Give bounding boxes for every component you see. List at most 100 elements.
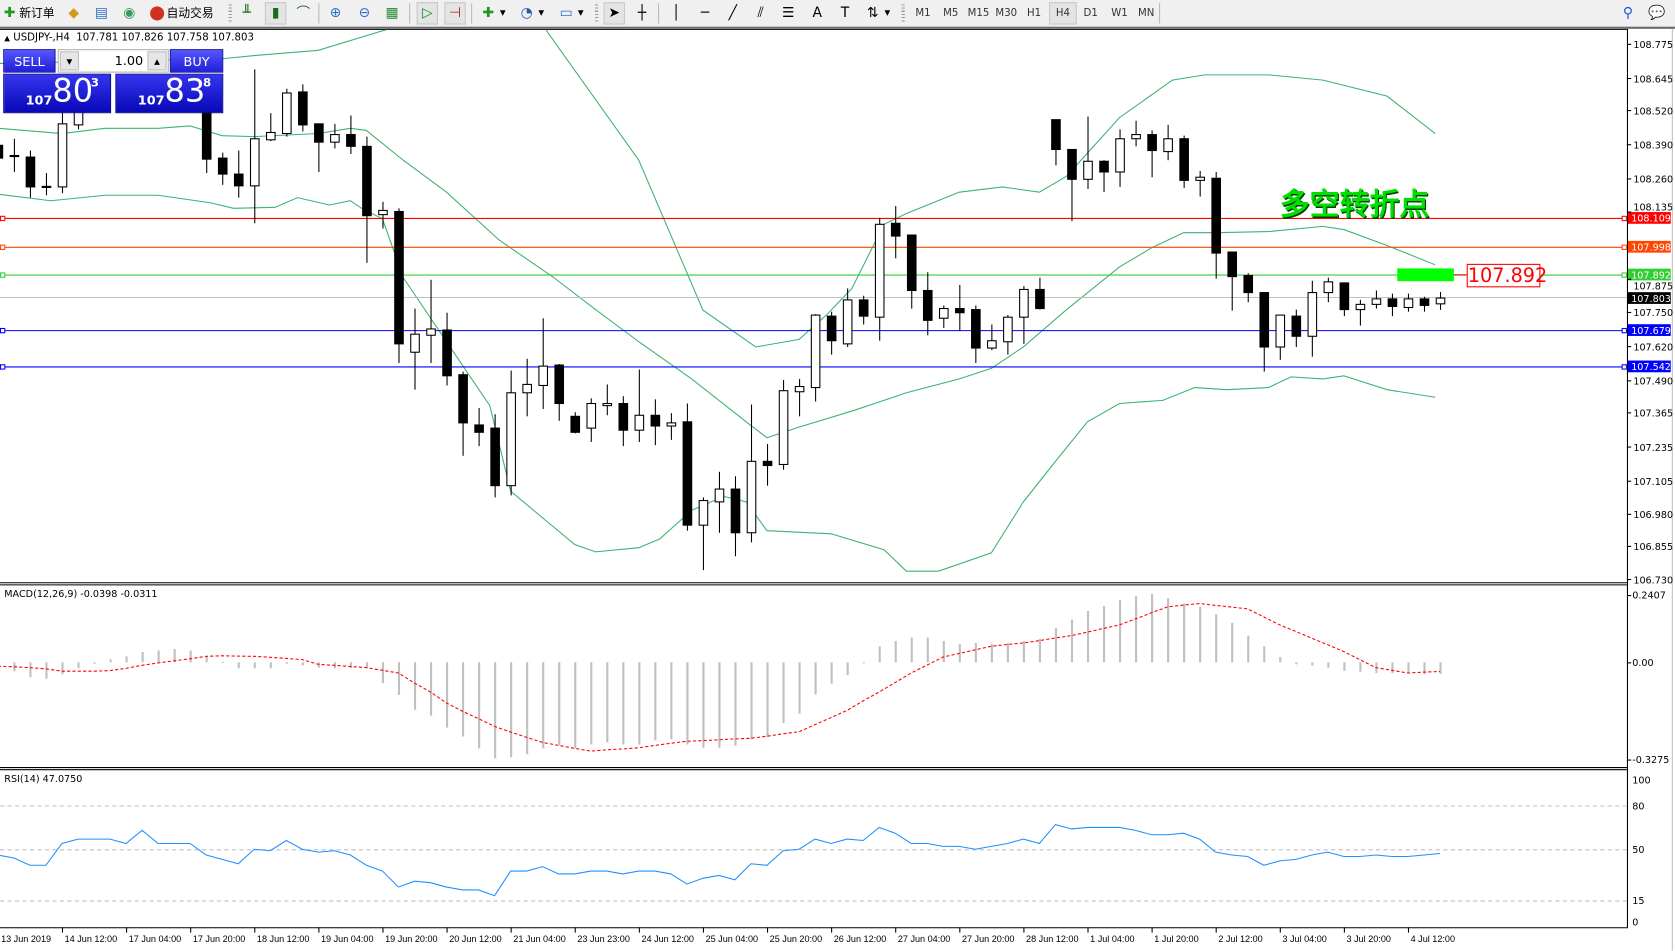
timeframe-mn[interactable]: MN bbox=[1138, 7, 1155, 20]
candle bbox=[362, 136, 372, 263]
lot-decrease-button[interactable]: ▼ bbox=[59, 51, 80, 71]
sell-price-prefix: 107 bbox=[25, 92, 53, 108]
candle bbox=[330, 123, 340, 149]
candle bbox=[1099, 160, 1109, 193]
auto-trading-button[interactable]: ⬤ 自动交易 bbox=[147, 3, 213, 23]
line-chart-button[interactable]: ⌒ bbox=[294, 3, 313, 23]
zoom-out-icon: ⊖ bbox=[358, 5, 371, 22]
toolbar-grip[interactable] bbox=[228, 4, 232, 23]
bearish-candle-body bbox=[0, 144, 4, 159]
timeframe-h1[interactable]: H1 bbox=[1026, 7, 1042, 20]
sell-button[interactable]: SELL bbox=[3, 49, 56, 73]
navigator-button[interactable]: ▤ bbox=[92, 3, 111, 23]
macd-histogram-bar bbox=[93, 662, 96, 664]
candle bbox=[410, 308, 420, 390]
macd-histogram-bar bbox=[878, 646, 881, 663]
bearish-candle-body bbox=[233, 173, 244, 187]
buy-price-button[interactable]: 107 83 8 bbox=[115, 73, 224, 114]
lot-size-value[interactable]: 1.00 bbox=[114, 53, 144, 69]
rsi-line bbox=[0, 823, 1441, 897]
bearish-candle-body bbox=[1035, 288, 1045, 310]
macd-histogram-bar bbox=[990, 644, 993, 663]
macd-histogram-bar bbox=[1006, 643, 1009, 663]
templates-dropdown[interactable]: ▭ ▼ bbox=[557, 3, 584, 23]
toolbar: ✚ 新订单 ◆ ▤ ◉ ⬤ 自动交易 ╨ ▮ ⌒ ⊕ ⊖ ▦ ▷ ⊣ ✚ ▼ ◔ ▼ ▭… bbox=[0, 0, 1675, 29]
chart-shift-button[interactable]: ⊣ bbox=[444, 2, 466, 25]
macd-histogram-bar bbox=[702, 662, 705, 748]
bearish-candle-body bbox=[1419, 298, 1430, 306]
bar-chart-button[interactable]: ╨ bbox=[237, 3, 256, 23]
search-button[interactable]: ⚲ bbox=[1618, 3, 1637, 23]
bullish-candle-body bbox=[794, 385, 805, 393]
time-label: 19 Jun 20:00 bbox=[385, 934, 438, 944]
crosshair-button[interactable]: ┼ bbox=[632, 3, 651, 23]
bullish-candle-body bbox=[265, 131, 276, 141]
tile-windows-button[interactable]: ▦ bbox=[382, 3, 401, 23]
cursor-button[interactable]: ➤ bbox=[603, 2, 625, 25]
timeframe-m15[interactable]: M15 bbox=[967, 7, 990, 20]
indicators-icon: ✚ bbox=[482, 5, 495, 22]
bullish-candle-body bbox=[282, 92, 292, 135]
line-handle-left bbox=[0, 244, 6, 250]
candle bbox=[249, 69, 260, 224]
zoom-out-button[interactable]: ⊖ bbox=[355, 3, 374, 23]
candle bbox=[1019, 286, 1029, 344]
candle bbox=[714, 471, 725, 533]
new-order-button[interactable]: ✚ 新订单 bbox=[0, 3, 55, 23]
chat-button[interactable]: 💬 bbox=[1647, 3, 1666, 23]
candle bbox=[490, 414, 500, 498]
zoom-in-button[interactable]: ⊕ bbox=[326, 3, 345, 23]
lot-increase-button[interactable]: ▲ bbox=[147, 51, 167, 71]
bullish-candle-body bbox=[938, 308, 949, 319]
equidistant-channel-button[interactable]: ⫽ bbox=[751, 3, 770, 23]
tile-windows-icon: ▦ bbox=[385, 5, 399, 22]
candle bbox=[1243, 273, 1254, 303]
buy-button[interactable]: BUY bbox=[169, 49, 224, 73]
candle bbox=[1371, 290, 1382, 309]
candle bbox=[890, 205, 901, 259]
candle bbox=[522, 358, 532, 417]
vertical-line-button[interactable]: │ bbox=[667, 3, 686, 23]
timeframe-m1[interactable]: M1 bbox=[915, 7, 931, 20]
signals-button[interactable]: ◉ bbox=[120, 3, 139, 23]
toolbar-grip[interactable] bbox=[901, 4, 905, 23]
candle bbox=[1339, 282, 1350, 317]
reversal-point-annotation[interactable]: 多空转折点 bbox=[1279, 186, 1430, 223]
candle bbox=[1227, 251, 1238, 311]
macd-histogram-bar bbox=[413, 662, 417, 710]
bullish-candle-body bbox=[410, 333, 420, 353]
market-watch-button[interactable]: ◆ bbox=[64, 3, 83, 23]
candle bbox=[9, 138, 20, 172]
trendline-button[interactable]: ╱ bbox=[723, 3, 742, 23]
indicators-dropdown[interactable]: ✚ ▼ bbox=[479, 3, 505, 23]
collapse-arrow-icon[interactable]: ▲ bbox=[4, 34, 11, 43]
candle bbox=[1131, 120, 1141, 147]
candlestick-button[interactable]: ▮ bbox=[264, 2, 287, 25]
crosshair-icon: ┼ bbox=[637, 5, 647, 22]
separator bbox=[471, 3, 473, 24]
price-label-object[interactable]: 107.892 bbox=[1466, 263, 1548, 288]
timeframe-m30[interactable]: M30 bbox=[995, 7, 1018, 20]
auto-scroll-button[interactable]: ▷ bbox=[416, 2, 438, 25]
timeframe-d1[interactable]: D1 bbox=[1083, 7, 1098, 20]
line-price-label-bg bbox=[1627, 212, 1671, 224]
arrows-dropdown[interactable]: ⇅ ▼ bbox=[863, 3, 890, 23]
timeframe-w1[interactable]: W1 bbox=[1111, 7, 1128, 20]
candle bbox=[1035, 277, 1045, 310]
bearish-candle-body bbox=[650, 414, 661, 427]
line-handle-right bbox=[1621, 327, 1627, 334]
timeframe-m5[interactable]: M5 bbox=[943, 7, 959, 20]
horizontal-line-button[interactable]: ─ bbox=[695, 3, 714, 23]
periods-dropdown[interactable]: ◔ ▼ bbox=[517, 3, 545, 23]
periods-icon: ◔ bbox=[520, 5, 533, 22]
lot-size-input[interactable]: ▼ 1.00 ▲ bbox=[57, 49, 169, 73]
sell-price-button[interactable]: 107 80 3 bbox=[3, 73, 112, 114]
toolbar-grip[interactable] bbox=[595, 4, 599, 23]
timeframe-h4[interactable]: H4 bbox=[1049, 2, 1077, 25]
text-label-button[interactable]: T bbox=[835, 3, 854, 23]
candle bbox=[378, 201, 388, 229]
text-button[interactable]: A bbox=[808, 3, 827, 23]
fibonacci-button[interactable]: ☰ bbox=[779, 3, 798, 23]
candle bbox=[25, 150, 36, 198]
